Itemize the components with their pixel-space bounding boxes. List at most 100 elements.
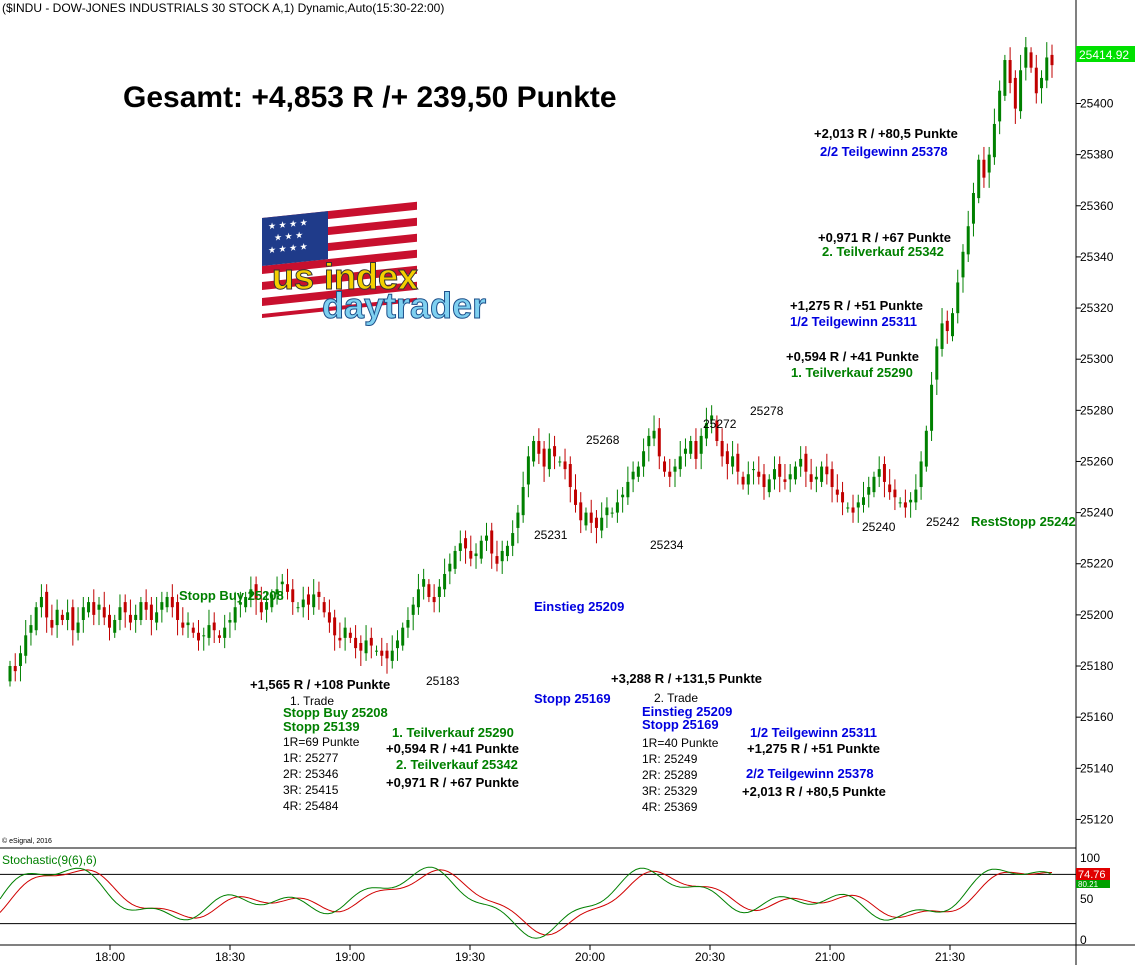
candle-body [568, 464, 572, 488]
time-tick-label: 18:30 [215, 950, 245, 964]
candle-body [81, 607, 85, 620]
trade1-result: +1,565 R / +108 Punkte [250, 677, 390, 692]
candle-body [254, 584, 258, 600]
candle-body [128, 614, 132, 623]
annot-exit1-result: +0,594 R / +41 Punkte [786, 349, 919, 364]
candle-body [212, 622, 216, 631]
candle-body [1034, 67, 1038, 94]
trade1-level-4: 4R: 25484 [283, 799, 339, 813]
candle-body [579, 502, 583, 521]
candle-body [626, 481, 630, 498]
candle-body [181, 622, 185, 628]
candle-body [720, 441, 724, 457]
candle-body [144, 602, 148, 610]
candle-body [516, 512, 520, 528]
candle-body [176, 602, 180, 620]
candle-body [882, 464, 886, 482]
candle-body [615, 502, 619, 513]
candle-body [18, 653, 22, 667]
candle-body [663, 461, 667, 472]
candle-body [60, 614, 64, 620]
last-price-label: 25414.92 [1079, 48, 1129, 62]
trade1-level-2: 2R: 25346 [283, 767, 339, 781]
candle-body [673, 466, 677, 472]
candle-body [338, 637, 342, 641]
trade2-name: 2. Trade [654, 691, 698, 705]
candle-body [170, 596, 174, 608]
candle-body [474, 553, 478, 557]
price-tick-label: 25200 [1080, 608, 1114, 622]
candle-body [767, 479, 771, 493]
candle-body [76, 622, 80, 633]
candle-body [1003, 60, 1007, 96]
annot-25278: 25278 [750, 404, 784, 418]
candle-body [312, 594, 316, 608]
candle-body [191, 627, 195, 633]
candle-body [710, 415, 714, 421]
trade2-level-4: 4R: 25369 [642, 800, 698, 814]
annot-25272: 25272 [703, 417, 737, 431]
candle-body [469, 550, 473, 559]
candle-body [443, 573, 447, 590]
trade2-entry: Einstieg 25209 [642, 704, 732, 719]
candle-body [233, 607, 237, 623]
price-axis: 25120 25140 25160 25180 25200 25220 25240 25260… [1076, 45, 1114, 826]
candle-body [380, 650, 384, 656]
candle-body [762, 474, 766, 488]
candle-body [537, 441, 541, 454]
price-tick-label: 25400 [1080, 96, 1114, 110]
time-tick-label: 20:00 [575, 950, 605, 964]
stoch-slow-tag [1076, 868, 1110, 880]
trade2-level-2: 2R: 25289 [642, 768, 698, 782]
trade1-level-1: 1R: 25277 [283, 751, 339, 765]
candle-body [746, 474, 750, 485]
candle-body [39, 596, 43, 608]
candle-body [317, 591, 321, 597]
candle-body [484, 535, 488, 541]
candle-body [1013, 77, 1017, 109]
candle-body [526, 456, 530, 485]
candle-body [385, 650, 389, 659]
chart-title: ($INDU - DOW-JONES INDUSTRIALS 30 STOCK … [2, 1, 444, 15]
candle-body [574, 489, 578, 505]
stoch-slow-value: 74.76 [1078, 869, 1106, 881]
candle-body [940, 323, 944, 349]
svg-text:★ ★ ★: ★ ★ ★ [274, 230, 303, 243]
trade2-summary: Stopp 25169 +3,288 R / +131,5 Punkte 2. … [534, 671, 886, 814]
annot-exit3-result: +0,971 R / +67 Punkte [818, 230, 951, 245]
stochastic-panel: 100 50 0 [0, 851, 1100, 947]
candle-body [343, 627, 347, 638]
candle-body [448, 563, 452, 572]
candle-body [464, 538, 468, 549]
trade2-result: +3,288 R / +131,5 Punkte [611, 671, 762, 686]
candle-body [427, 584, 431, 597]
trade1-exit1-result: +0,594 R / +41 Punkte [386, 741, 519, 756]
candle-body [1040, 77, 1044, 89]
candle-body [495, 556, 499, 564]
price-tick-label: 25180 [1080, 659, 1114, 673]
candle-body [490, 530, 494, 554]
candle-body [830, 469, 834, 488]
candle-body [34, 607, 38, 631]
annot-exit4-label: 2/2 Teilgewinn 25378 [820, 144, 948, 159]
headline-total: Gesamt: +4,853 R /+ 239,50 Punkte [123, 81, 617, 114]
candle-body [71, 607, 75, 631]
candle-body [636, 466, 640, 477]
trade1-exit1-label: 1. Teilverkauf 25290 [392, 725, 514, 740]
candle-body [87, 602, 91, 613]
candle-body [1008, 60, 1012, 84]
candle-body [589, 512, 593, 523]
candle-body [809, 474, 813, 482]
candle-body [736, 453, 740, 472]
candle-body [752, 469, 756, 471]
candle-body [678, 456, 682, 470]
candle-body [642, 451, 646, 467]
price-tick-label: 25300 [1080, 352, 1114, 366]
candle-body [903, 502, 907, 508]
candle-body [1045, 57, 1049, 81]
candle-body [898, 502, 902, 504]
candle-body [835, 489, 839, 495]
candle-body [877, 469, 881, 477]
trade2-exit1-result: +1,275 R / +51 Punkte [747, 741, 880, 756]
